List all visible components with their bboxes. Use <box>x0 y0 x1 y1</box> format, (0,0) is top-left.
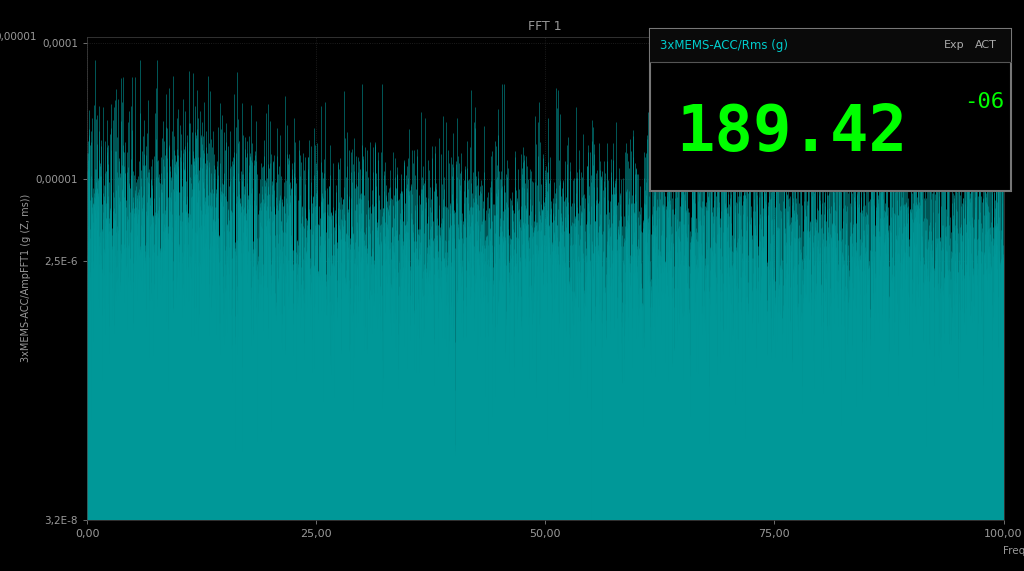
Text: ACT: ACT <box>975 40 996 50</box>
Text: Exp: Exp <box>944 40 965 50</box>
Title: FFT 1: FFT 1 <box>528 20 562 33</box>
Text: 0,00001: 0,00001 <box>0 32 37 42</box>
X-axis label: Freq (Hz): Freq (Hz) <box>1004 546 1024 556</box>
Text: 189.42: 189.42 <box>676 102 907 164</box>
Text: -06: -06 <box>965 91 1005 111</box>
Y-axis label: 3xMEMS-ACC/AmpFFT1 (g (Z, ms)): 3xMEMS-ACC/AmpFFT1 (g (Z, ms)) <box>22 194 32 363</box>
Text: 3xMEMS-ACC/Rms (g): 3xMEMS-ACC/Rms (g) <box>660 39 788 51</box>
